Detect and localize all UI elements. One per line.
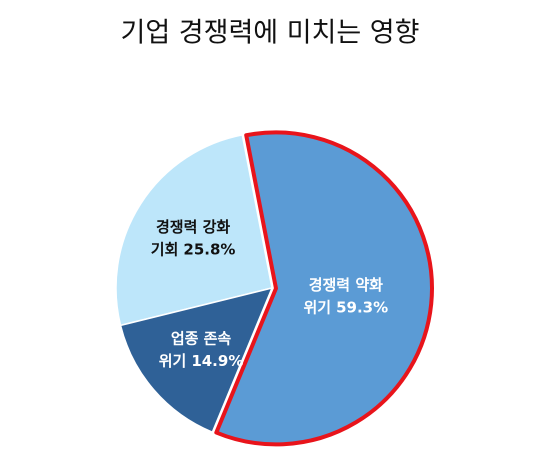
slice-label-name: 위기 — [159, 352, 187, 370]
slice-label-line: 기회 25.8% — [151, 240, 236, 258]
slice-label-name: 기회 — [151, 240, 179, 258]
value-label: 59.3% — [336, 298, 388, 316]
chart-title: 기업 경쟁력에 미치는 영향 — [121, 18, 420, 49]
slice-label-line: 위기 59.3% — [303, 298, 388, 316]
pie-slice — [214, 130, 434, 447]
slice-label-name: 위기 — [303, 298, 331, 316]
slice-label-line: 경쟁력 약화 — [309, 276, 383, 294]
slice-label-line: 위기 14.9% — [159, 352, 244, 370]
slice-label-line: 업종 존속 — [171, 330, 232, 348]
value-label: 25.8% — [183, 240, 235, 258]
pie-slice — [119, 286, 274, 434]
slice-label-line: 경쟁력 강화 — [156, 218, 230, 236]
pie-slice — [115, 133, 273, 327]
value-label: 14.9% — [191, 352, 243, 370]
